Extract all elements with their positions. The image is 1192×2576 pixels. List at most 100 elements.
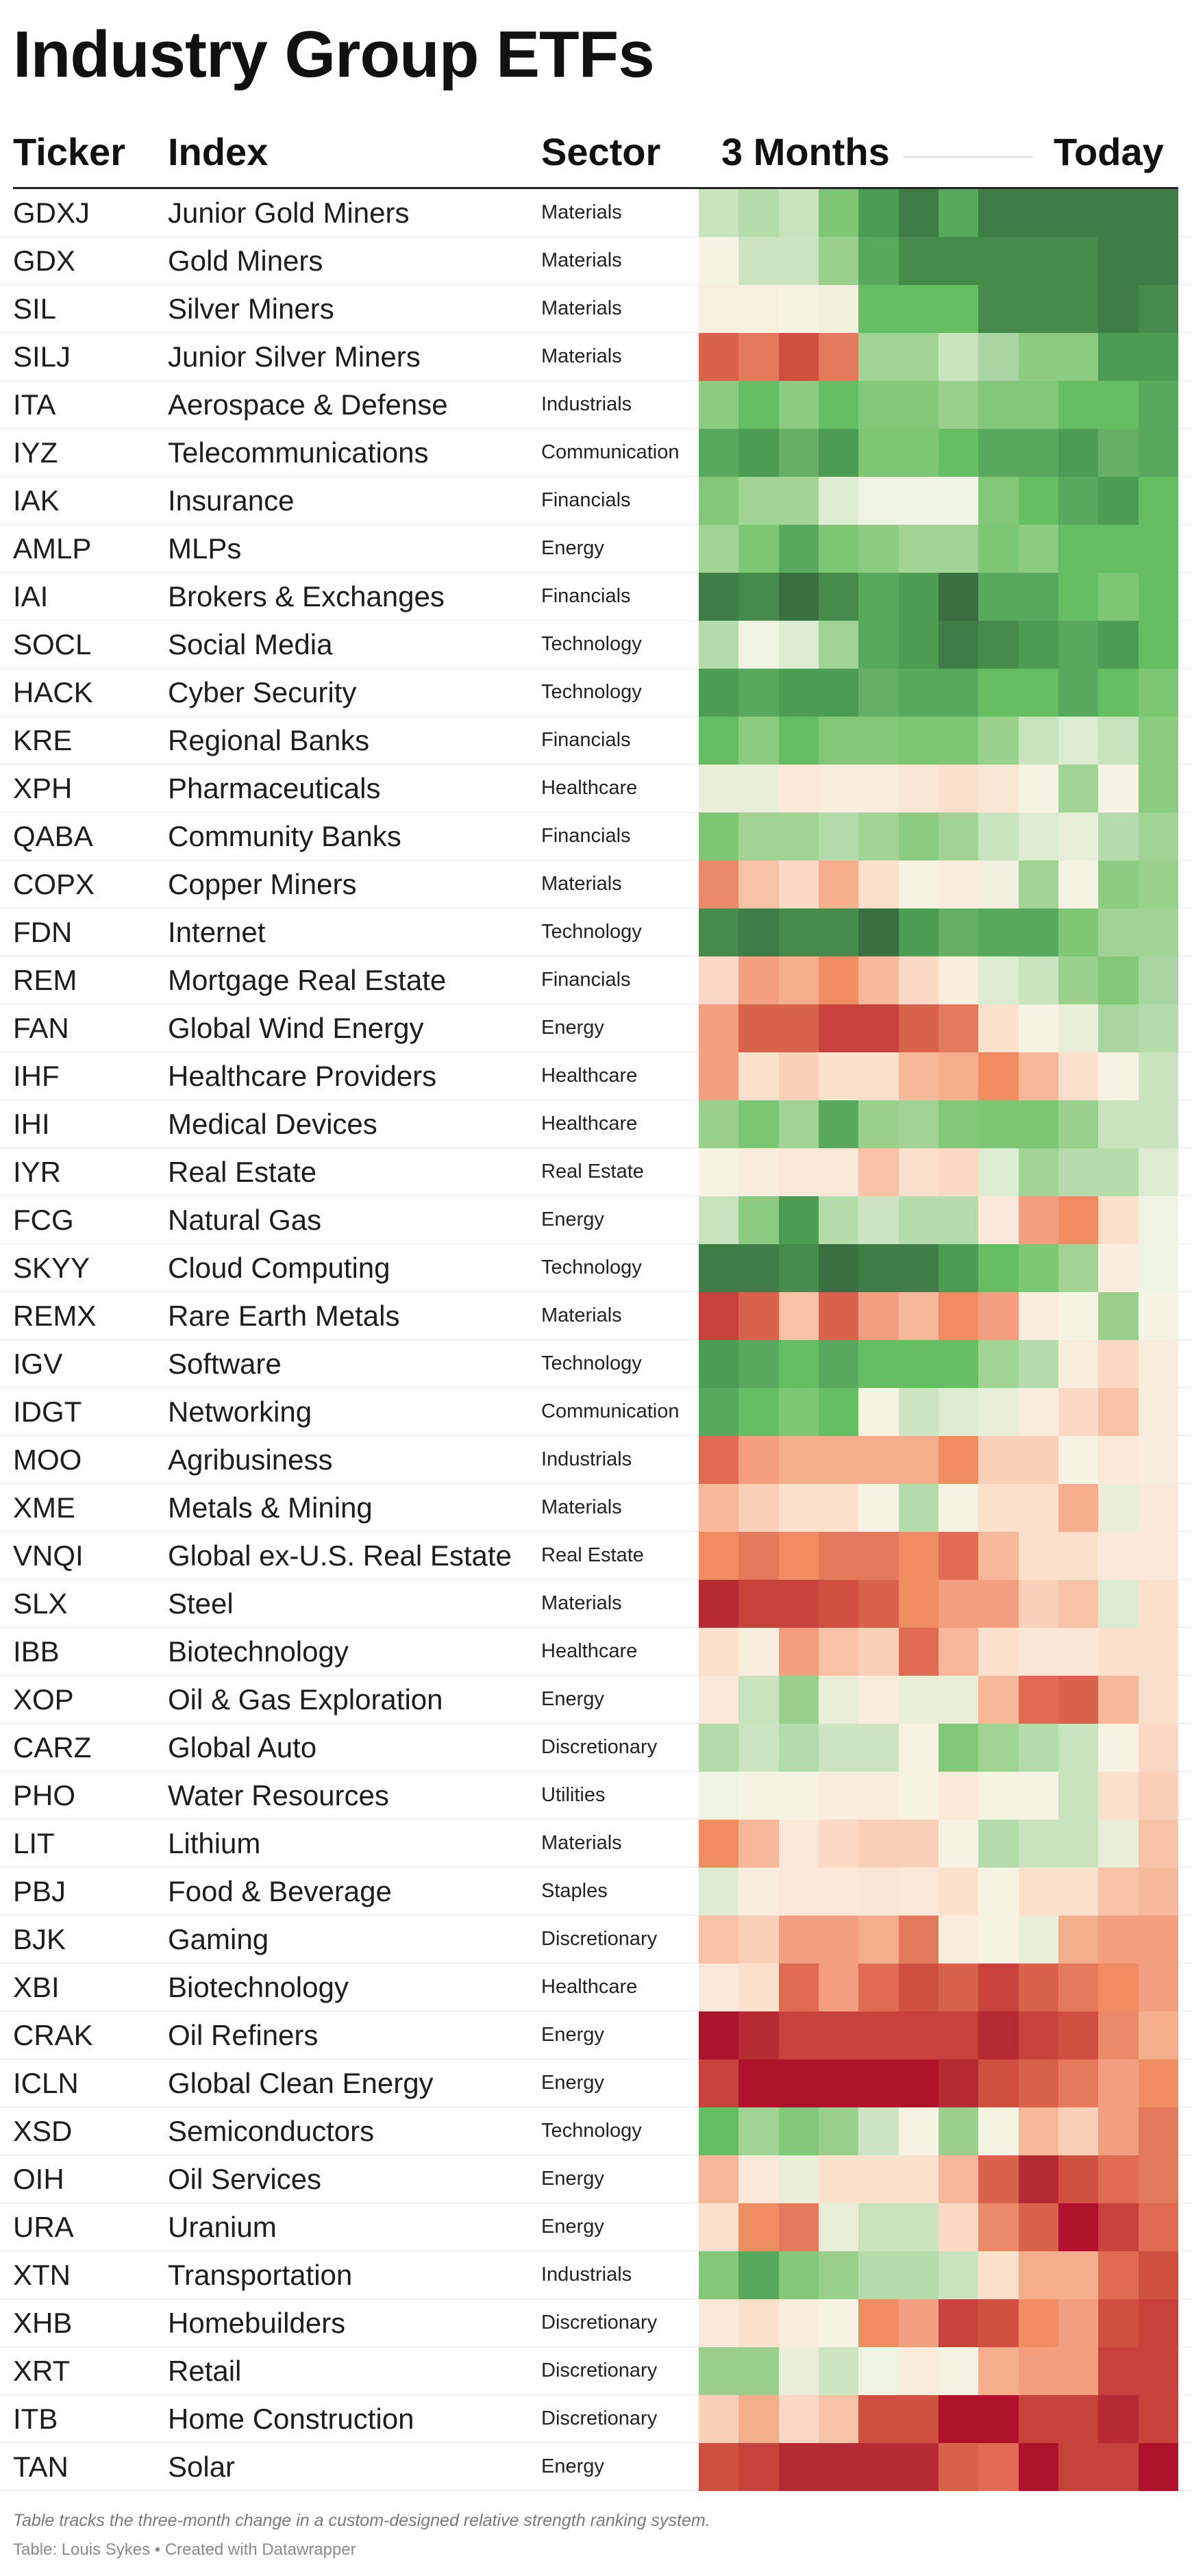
heatmap-cell [978, 1532, 1019, 1580]
heatmap-cell [818, 1292, 859, 1340]
heatmap-cell [1058, 2395, 1099, 2443]
heatmap-cell [978, 525, 1019, 573]
heatmap-strip [699, 1676, 1178, 1724]
heatmap-cell [1138, 1484, 1178, 1532]
header-sector[interactable]: Sector [541, 130, 661, 173]
heatmap-cell [1138, 1820, 1178, 1868]
heatmap-cell [1098, 1388, 1139, 1436]
heatmap-cell [1018, 1436, 1058, 1484]
heatmap-cell [818, 2443, 859, 2491]
heatmap-strip [699, 1436, 1178, 1484]
heatmap-cell [898, 1868, 939, 1916]
heatmap-cell [778, 1964, 819, 2011]
heatmap-cell [898, 1580, 939, 1628]
ticker-cell: VNQI [13, 1539, 84, 1572]
heatmap-cell [1058, 2107, 1099, 2155]
heatmap-cell [738, 717, 779, 765]
index-cell: Pharmaceuticals [168, 772, 381, 804]
heatmap-cell [778, 1148, 819, 1196]
heatmap-cell [978, 285, 1019, 333]
sector-cell: Materials [541, 201, 622, 223]
heatmap-cell [1138, 1388, 1178, 1436]
heatmap-cell [1138, 1580, 1178, 1628]
heatmap-cell [1058, 2251, 1099, 2299]
heatmap-cell [1058, 2155, 1099, 2203]
heatmap-cell [858, 1724, 899, 1772]
table-row: XRT Retail Discretionary [0, 2347, 1192, 2395]
index-cell: Global Clean Energy [168, 2067, 434, 2099]
table-row: XTN Transportation Industrials [0, 2251, 1192, 2299]
heatmap-cell [938, 1196, 979, 1244]
heatmap-strip [699, 717, 1178, 765]
index-cell: Healthcare Providers [168, 1060, 437, 1092]
heatmap-strip [699, 2443, 1178, 2491]
index-cell: Cyber Security [168, 676, 357, 708]
heatmap-cell [699, 908, 739, 956]
header-divider [13, 187, 1178, 189]
heatmap-strip [699, 237, 1178, 285]
heatmap-cell [818, 1436, 859, 1484]
heatmap-cell [818, 1244, 859, 1292]
heatmap-strip [699, 1148, 1178, 1196]
heatmap-cell [978, 1820, 1019, 1868]
heatmap-cell [818, 1868, 859, 1916]
heatmap-cell [818, 1340, 859, 1388]
heatmap-cell [1058, 1340, 1099, 1388]
heatmap-cell [1098, 1244, 1139, 1292]
heatmap-cell [818, 956, 859, 1004]
heatmap-cell [778, 2251, 819, 2299]
heatmap-cell [778, 1580, 819, 1628]
table-row: SIL Silver Miners Materials [0, 285, 1192, 333]
ticker-cell: XHB [13, 2307, 73, 2339]
heatmap-cell [938, 2347, 979, 2395]
heatmap-cell [818, 477, 859, 525]
heatmap-cell [699, 1100, 739, 1148]
ticker-cell: XPH [13, 772, 73, 804]
heatmap-cell [938, 956, 979, 1004]
heatmap-cell [858, 525, 899, 573]
heatmap-cell [938, 2395, 979, 2443]
heatmap-cell [1058, 1292, 1099, 1340]
heatmap-cell [699, 1868, 739, 1916]
heatmap-cell [818, 1772, 859, 1820]
heatmap-cell [699, 1244, 739, 1292]
table-row: XOP Oil & Gas Exploration Energy [0, 1676, 1192, 1724]
sector-cell: Healthcare [541, 1976, 638, 1998]
header-ticker[interactable]: Ticker [13, 130, 125, 173]
heatmap-cell [1098, 908, 1139, 956]
ticker-cell: SLX [13, 1587, 68, 1620]
heatmap-cell [699, 333, 739, 381]
heatmap-cell [738, 621, 779, 669]
heatmap-strip [699, 1340, 1178, 1388]
heatmap-cell [778, 1820, 819, 1868]
heatmap-cell [1098, 1004, 1139, 1052]
index-cell: Retail [168, 2355, 242, 2387]
heatmap-cell [1138, 1532, 1178, 1580]
header-index[interactable]: Index [168, 130, 269, 173]
heatmap-cell [858, 717, 899, 765]
heatmap-cell [978, 2011, 1019, 2059]
heatmap-cell [1018, 2059, 1058, 2107]
heatmap-cell [978, 1964, 1019, 2011]
heatmap-cell [1138, 860, 1178, 908]
heatmap-cell [778, 237, 819, 285]
heatmap-cell [1098, 1340, 1139, 1388]
heatmap-cell [738, 2059, 779, 2107]
ticker-cell: IDGT [13, 1396, 82, 1428]
table-row: IHI Medical Devices Healthcare [0, 1100, 1192, 1148]
heatmap-cell [1018, 765, 1058, 813]
heatmap-cell [938, 1532, 979, 1580]
heatmap-cell [898, 1724, 939, 1772]
heatmap-cell [818, 189, 859, 237]
heatmap-cell [778, 1772, 819, 1820]
heatmap-cell [938, 813, 979, 860]
heatmap-cell [978, 237, 1019, 285]
index-cell: Steel [168, 1587, 234, 1620]
heatmap-cell [978, 2107, 1019, 2155]
table-body: GDXJ Junior Gold Miners Materials GDX Gold M… [0, 189, 1192, 2491]
heatmap-strip [699, 381, 1178, 429]
heatmap-cell [938, 2299, 979, 2347]
sector-cell: Technology [541, 1352, 642, 1374]
heatmap-cell [699, 956, 739, 1004]
heatmap-cell [938, 477, 979, 525]
